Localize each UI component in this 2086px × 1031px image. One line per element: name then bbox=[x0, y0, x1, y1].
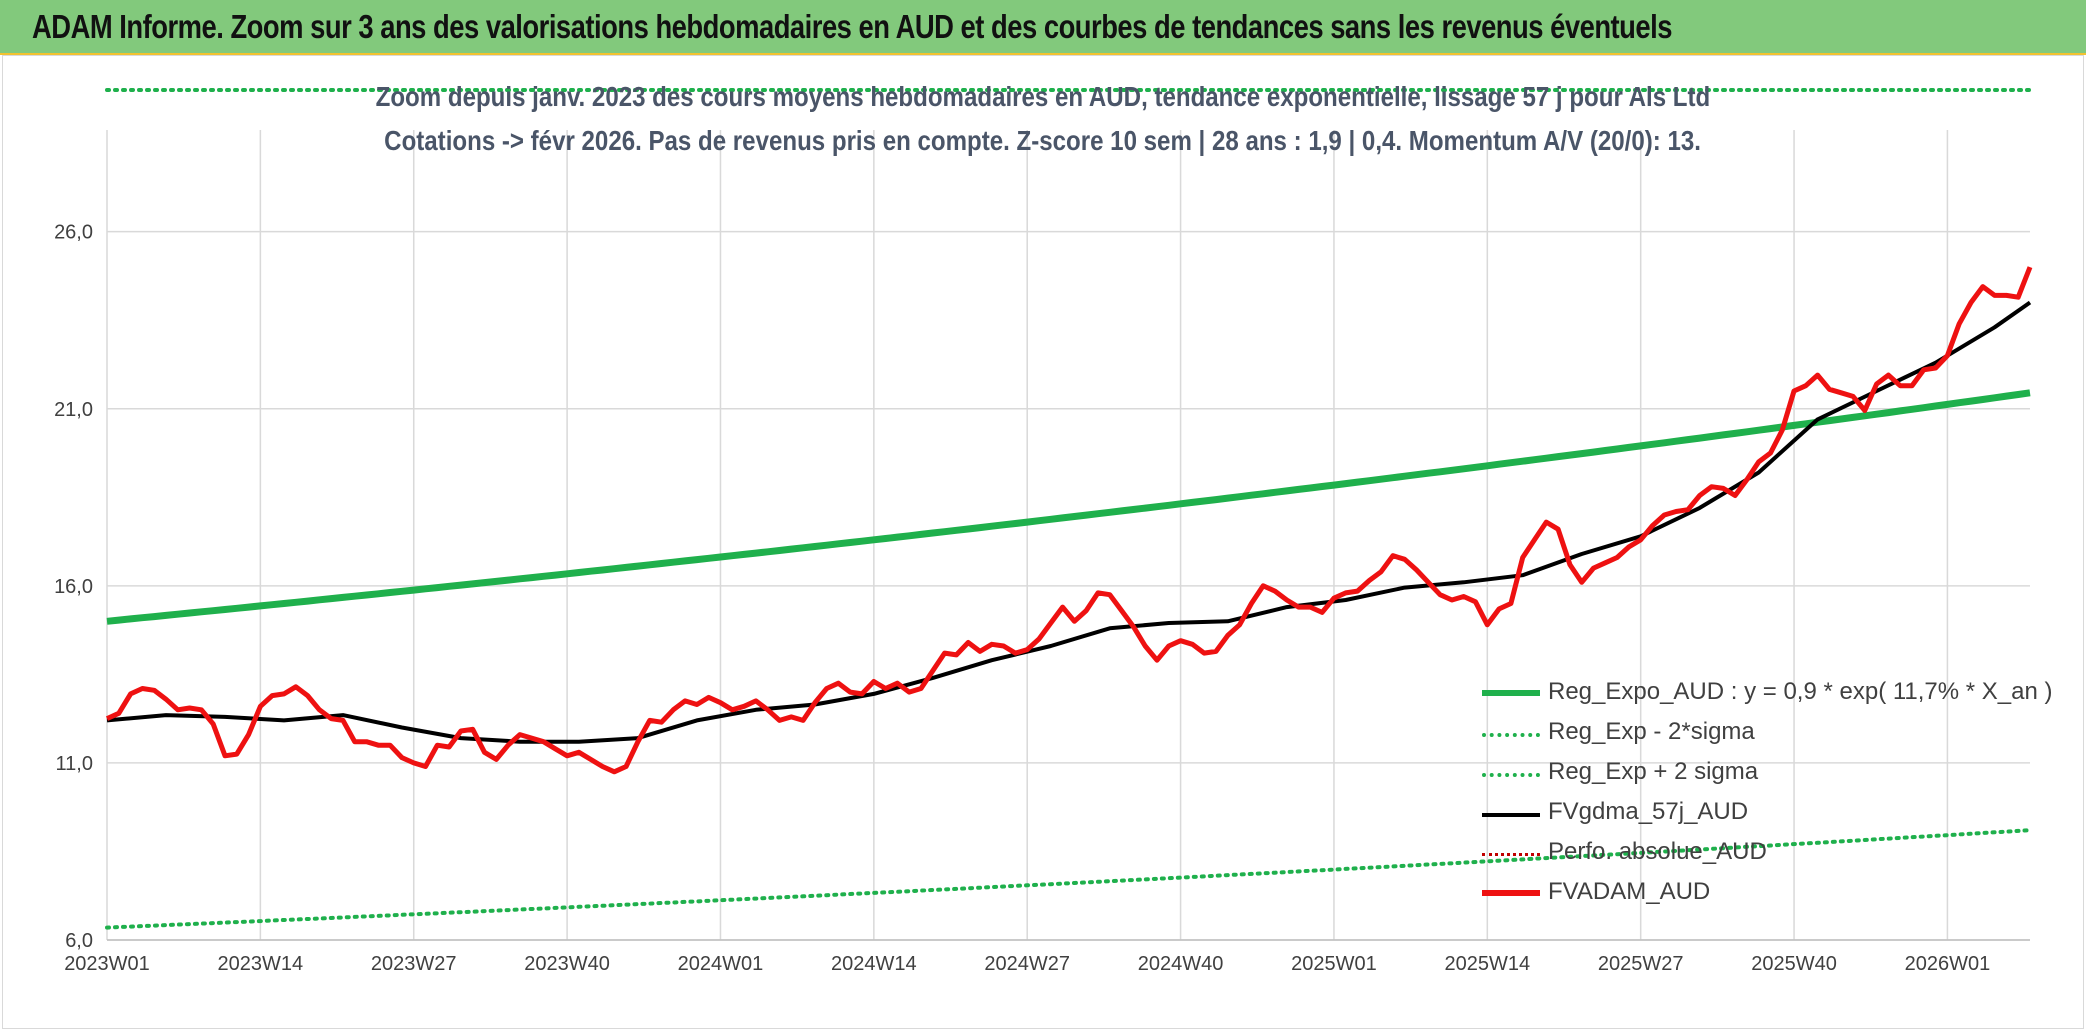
legend-item-perfo[interactable]: Perfo. absolue_AUD bbox=[1482, 835, 2042, 875]
legend-swatch-reg-expo bbox=[1482, 690, 1540, 696]
x-tick-label: 2023W01 bbox=[64, 953, 150, 975]
legend-swatch-perfo bbox=[1482, 853, 1540, 856]
x-tick-label: 2025W40 bbox=[1751, 953, 1837, 975]
series-reg-expo bbox=[106, 389, 2031, 625]
y-tick-label: 26,0 bbox=[54, 222, 93, 244]
report-title: ADAM Informe. Zoom sur 3 ans des valoris… bbox=[32, 8, 1673, 45]
chart-area bbox=[2, 55, 2084, 1029]
x-tick-label: 2024W27 bbox=[984, 953, 1070, 975]
y-tick-label: 16,0 bbox=[54, 576, 93, 598]
legend-label-reg-minus-sigma: Reg_Exp - 2*sigma bbox=[1548, 718, 1755, 745]
x-tick-label: 2025W27 bbox=[1598, 953, 1684, 975]
y-tick-label: 6,0 bbox=[65, 930, 93, 952]
chart-subtitle: Cotations -> févr 2026. Pas de revenus p… bbox=[384, 125, 1702, 156]
legend-label-perfo: Perfo. absolue_AUD bbox=[1548, 838, 1767, 865]
x-tick-label: 2023W27 bbox=[371, 953, 457, 975]
legend-swatch-fvadam bbox=[1482, 890, 1540, 896]
x-tick-label: 2024W40 bbox=[1138, 953, 1224, 975]
chart-legend: Reg_Expo_AUD : y = 0,9 * exp( 11,7% * X_… bbox=[1482, 675, 2053, 915]
legend-item-fvgdma[interactable]: FVgdma_57j_AUD bbox=[1482, 795, 2042, 835]
legend-label-fvgdma: FVgdma_57j_AUD bbox=[1548, 798, 1749, 825]
series-reg-minus-sigma bbox=[105, 828, 2032, 930]
legend-item-fvadam[interactable]: FVADAM_AUD bbox=[1482, 875, 2042, 915]
x-tick-label: 2024W14 bbox=[831, 953, 917, 975]
legend-label-reg-plus-sigma: Reg_Exp + 2 sigma bbox=[1548, 758, 1759, 785]
x-tick-label: 2024W01 bbox=[678, 953, 764, 975]
x-tick-label: 2026W01 bbox=[1905, 953, 1991, 975]
x-tick-label: 2025W01 bbox=[1291, 953, 1377, 975]
legend-item-reg-plus-sigma[interactable]: Reg_Exp + 2 sigma bbox=[1482, 755, 2042, 795]
legend-item-reg-expo[interactable]: Reg_Expo_AUD : y = 0,9 * exp( 11,7% * X_… bbox=[1482, 675, 2053, 715]
chart-title: Zoom depuis janv. 2023 des cours moyens … bbox=[375, 81, 1711, 112]
series-fvadam bbox=[105, 266, 2033, 775]
y-tick-label: 21,0 bbox=[54, 399, 93, 421]
legend-label-reg-expo: Reg_Expo_AUD : y = 0,9 * exp( 11,7% * X_… bbox=[1548, 678, 2053, 705]
legend-swatch-fvgdma bbox=[1482, 813, 1540, 817]
legend-label-fvadam: FVADAM_AUD bbox=[1548, 878, 1711, 905]
legend-swatch-reg-plus-sigma bbox=[1482, 773, 1540, 777]
report-banner: ADAM Informe. Zoom sur 3 ans des valoris… bbox=[0, 0, 2086, 55]
x-tick-label: 2023W14 bbox=[218, 953, 304, 975]
x-tick-label: 2023W40 bbox=[524, 953, 610, 975]
legend-swatch-reg-minus-sigma bbox=[1482, 733, 1540, 737]
x-tick-label: 2025W14 bbox=[1445, 953, 1531, 975]
legend-item-reg-minus-sigma[interactable]: Reg_Exp - 2*sigma bbox=[1482, 715, 2042, 755]
y-tick-label: 11,0 bbox=[56, 753, 93, 775]
